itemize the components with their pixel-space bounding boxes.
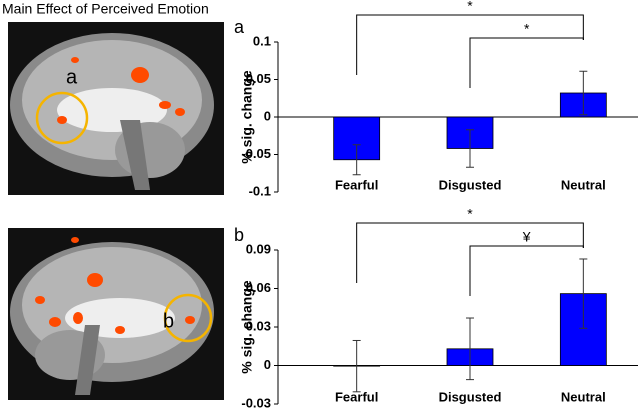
y-tick-label: 0	[264, 108, 271, 123]
y-tick-label: 0.06	[246, 280, 271, 295]
panel-label: b	[234, 225, 244, 245]
panel-label: a	[234, 17, 245, 37]
significance-label: *	[467, 0, 473, 14]
y-tick-label: 0.05	[246, 71, 271, 86]
significance-bracket	[356, 222, 584, 283]
x-tick-label: Neutral	[561, 177, 606, 192]
y-tick-label: 0	[264, 357, 271, 372]
significance-label: *	[467, 206, 473, 222]
image-label: a	[66, 66, 78, 88]
significance-bracket	[356, 14, 584, 75]
x-tick-label: Neutral	[561, 389, 606, 404]
x-tick-label: Disgusted	[439, 389, 502, 404]
brain-image	[8, 228, 224, 400]
figure-title: Main Effect of Perceived Emotion	[2, 1, 209, 17]
x-tick-label: Disgusted	[439, 177, 502, 192]
y-tick-label: 0.03	[246, 318, 271, 333]
significance-label: *	[524, 21, 530, 37]
y-tick-label: -0.1	[249, 183, 271, 198]
y-axis-label: % sig. change	[239, 70, 255, 164]
x-tick-label: Fearful	[335, 389, 378, 404]
image-label: b	[163, 310, 174, 332]
x-tick-label: Fearful	[335, 177, 378, 192]
y-tick-label: -0.05	[241, 146, 271, 161]
significance-bracket	[469, 37, 584, 88]
y-tick-label: 0.09	[246, 241, 271, 256]
significance-bracket	[469, 245, 584, 296]
brain-image	[8, 22, 224, 195]
y-axis-label: % sig. change	[239, 280, 255, 374]
significance-label: ¥	[522, 229, 531, 245]
y-tick-label: -0.03	[241, 395, 271, 409]
y-tick-label: 0.1	[253, 33, 271, 48]
